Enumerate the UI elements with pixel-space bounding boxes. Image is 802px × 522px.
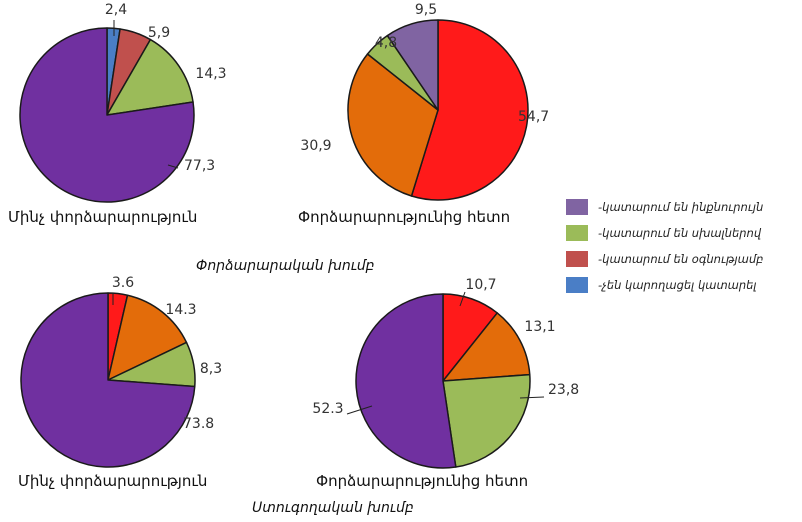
data-label: 4,8: [375, 35, 397, 51]
pie-slice: [386, 19, 439, 111]
leader-line: [519, 396, 545, 399]
leader-line: [346, 405, 373, 415]
data-label: 8,3: [200, 361, 222, 377]
pie-4-caption: Փորձարարությունից հետո: [316, 472, 529, 490]
data-label: 10,7: [465, 277, 496, 293]
legend-item: -կատարում են ինքնուրույն: [566, 194, 763, 220]
pie-2-caption: Փորձարարությունից հետո: [298, 208, 511, 226]
data-label: 13,1: [524, 319, 555, 335]
data-label: 23,8: [548, 382, 579, 398]
legend-item: -չեն կարողացել կատարել: [566, 272, 763, 298]
data-label: 54,7: [518, 109, 549, 125]
legend-label: -կատարում են սխալներով: [598, 226, 762, 240]
legend-swatch: [566, 277, 588, 293]
data-label: 77,3: [184, 158, 215, 174]
pie-slice: [442, 312, 531, 382]
data-label: 14,3: [195, 66, 226, 82]
legend-label: -կատարում են ինքնուրույն: [598, 200, 764, 214]
pie-slice: [410, 19, 529, 201]
legend-item: -կատարում են օգնությամբ: [566, 246, 763, 272]
legend-swatch: [566, 225, 588, 241]
pie-1-caption: Մինչ փորձարարություն: [8, 208, 198, 226]
legend-swatch: [566, 199, 588, 215]
pie-3-caption: Մինչ փորձարարություն: [18, 472, 208, 490]
leader-line: [459, 291, 466, 307]
data-label: 3.6: [112, 275, 134, 291]
data-label: 52.3: [312, 401, 343, 417]
data-label: 5,9: [148, 25, 170, 41]
data-label: 2,4: [105, 2, 127, 18]
pie-slice: [106, 38, 194, 116]
pie-slice: [442, 373, 531, 468]
data-label: 73.8: [183, 416, 214, 432]
group-title-experimental: Փորձարարական խումբ: [196, 258, 375, 274]
leader-line: [167, 164, 179, 169]
chart-legend: -կատարում են ինքնուրույն -կատարում են սխ…: [566, 194, 763, 298]
pie-slice: [20, 292, 196, 468]
pie-slice: [355, 293, 457, 469]
legend-label: -կատարում են օգնությամբ: [598, 252, 764, 266]
group-title-control: Ստուգողական խումբ: [252, 500, 414, 516]
legend-item: -կատարում են սխալներով: [566, 220, 763, 246]
pie-slice: [347, 53, 439, 197]
data-label: 30,9: [300, 138, 331, 154]
data-label: 9,5: [415, 2, 437, 18]
legend-swatch: [566, 251, 588, 267]
legend-label: -չեն կարողացել կատարել: [598, 278, 757, 292]
data-label: 14.3: [165, 302, 196, 318]
pie-slice: [19, 27, 195, 203]
pie-slice: [107, 294, 188, 381]
